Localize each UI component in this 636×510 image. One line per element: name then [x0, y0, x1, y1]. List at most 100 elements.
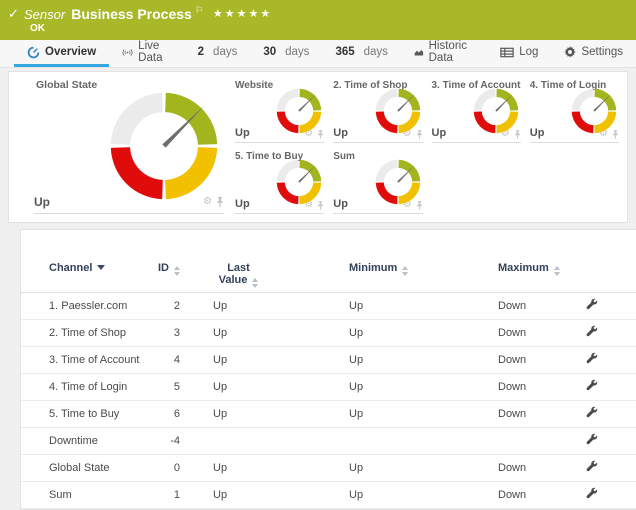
- pin-icon[interactable]: [612, 129, 619, 139]
- gear-icon[interactable]: ⚙: [500, 128, 510, 139]
- gauge-panel-sum: Sum Up ⚙: [333, 147, 423, 214]
- channel-id: -4: [151, 427, 186, 455]
- tab-bar: Overview Live Data 2 days 30 days 365 days …: [0, 40, 636, 68]
- tab-365-days-number: 365: [335, 46, 355, 58]
- table-row: Downtime -4: [21, 427, 636, 455]
- tab-2-days-unit: days: [213, 46, 238, 58]
- maximum-value: Down: [431, 454, 566, 482]
- minimum-value: Up: [291, 481, 431, 509]
- pin-icon[interactable]: [216, 197, 224, 207]
- pin-icon[interactable]: [416, 129, 423, 139]
- column-header-maximum[interactable]: Maximum: [431, 242, 566, 293]
- tab-log[interactable]: Log: [487, 40, 551, 67]
- pin-icon[interactable]: [317, 129, 324, 139]
- edit-channel-wrench-icon[interactable]: [586, 487, 598, 499]
- channel-name: 1. Paessler.com: [21, 292, 151, 320]
- edit-channel-wrench-icon[interactable]: [586, 298, 598, 310]
- channel-name: Sum: [21, 481, 151, 509]
- column-header-last-value[interactable]: Last Value: [186, 242, 291, 293]
- last-value: Up: [186, 319, 291, 347]
- priority-stars[interactable]: ★★★★★: [212, 8, 273, 20]
- table-header-row: Channel ID Last Value Minimum Maximum: [21, 242, 636, 293]
- channels-table: Channel ID Last Value Minimum Maximum: [21, 242, 636, 509]
- gauge-title: Global State: [36, 79, 98, 91]
- tab-live-data-label: Live Data: [138, 40, 163, 64]
- tab-2-days-number: 2: [197, 46, 205, 58]
- gauge-status-value: Up: [333, 127, 348, 139]
- table-row: 1. Paessler.com 2 Up Up Down: [21, 292, 636, 320]
- channel-id: 0: [151, 454, 186, 482]
- channel-id: 3: [151, 319, 186, 347]
- pin-icon[interactable]: [514, 129, 521, 139]
- maximum-value: Down: [431, 373, 566, 401]
- gauge-status-value: Up: [34, 195, 50, 209]
- gauge-panel-global-state: Global State Up ⚙: [19, 76, 224, 214]
- pin-icon[interactable]: [416, 200, 423, 210]
- minimum-value: Up: [291, 454, 431, 482]
- gauge-panel-website: Website Up ⚙: [235, 76, 325, 143]
- channel-name: 3. Time of Account: [21, 346, 151, 374]
- gauge-title: 4. Time of Login: [529, 80, 607, 91]
- tab-30-days-number: 30: [263, 46, 277, 58]
- tab-overview[interactable]: Overview: [14, 40, 110, 67]
- gauge-panel-time-of-account: 3. Time of Account Up ⚙: [431, 76, 521, 143]
- gauge-title: 5. Time to Buy: [235, 151, 304, 162]
- last-value: Up: [186, 373, 291, 401]
- sort-icon: [252, 278, 259, 288]
- column-header-minimum[interactable]: Minimum: [291, 242, 431, 293]
- status-check-icon: ✓: [8, 6, 19, 21]
- edit-channel-wrench-icon[interactable]: [586, 460, 598, 472]
- gauge-status-value: Up: [333, 198, 348, 210]
- edit-channel-wrench-icon[interactable]: [586, 433, 598, 445]
- column-header-id[interactable]: ID: [151, 242, 186, 293]
- gear-icon[interactable]: ⚙: [304, 199, 314, 210]
- log-table-icon: [500, 47, 514, 57]
- tab-historic-data[interactable]: Historic Data: [401, 40, 487, 67]
- channel-gauge-grid: Website Up ⚙ 2. Time of Shop Up ⚙ 3. Tim…: [235, 76, 619, 214]
- channel-gauge: [375, 159, 420, 205]
- gear-icon[interactable]: ⚙: [203, 196, 212, 207]
- sensor-kind-label: Sensor: [24, 7, 66, 22]
- edit-channel-wrench-icon[interactable]: [586, 325, 598, 337]
- tab-2-days[interactable]: 2 days: [185, 40, 251, 67]
- gear-icon[interactable]: ⚙: [304, 128, 314, 139]
- gauge-status-value: Up: [235, 198, 250, 210]
- gauge-status-value: Up: [235, 127, 250, 139]
- gear-icon[interactable]: ⚙: [402, 128, 412, 139]
- tab-live-data[interactable]: Live Data: [109, 40, 184, 67]
- channel-name: Global State: [21, 454, 151, 482]
- tab-historic-data-label: Historic Data: [428, 40, 467, 64]
- channel-id: 6: [151, 400, 186, 428]
- channel-name: 4. Time of Login: [21, 373, 151, 401]
- gear-icon: [564, 46, 577, 58]
- last-value: Up: [186, 400, 291, 428]
- gear-icon[interactable]: ⚙: [599, 128, 608, 139]
- edit-channel-wrench-icon[interactable]: [586, 352, 598, 364]
- gauge-panel-time-to-buy: 5. Time to Buy Up ⚙: [235, 147, 325, 214]
- table-row: 5. Time to Buy 6 Up Up Down: [21, 400, 636, 428]
- sort-icon: [402, 266, 409, 276]
- sensor-header: ✓ Sensor Business Process ⚐ ★★★★★ OK: [0, 0, 636, 40]
- edit-channel-wrench-icon[interactable]: [586, 379, 598, 391]
- minimum-value: [291, 427, 431, 455]
- priority-flag-icon[interactable]: ⚐: [194, 5, 203, 15]
- tab-365-days[interactable]: 365 days: [322, 40, 400, 67]
- channel-id: 5: [151, 373, 186, 401]
- table-row: Global State 0 Up Up Down: [21, 454, 636, 482]
- channel-id: 2: [151, 292, 186, 320]
- pin-icon[interactable]: [317, 200, 324, 210]
- last-value: Up: [186, 454, 291, 482]
- edit-channel-wrench-icon[interactable]: [586, 406, 598, 418]
- gauge-title: Website: [235, 80, 274, 91]
- tab-settings[interactable]: Settings: [551, 40, 636, 67]
- tab-overview-label: Overview: [45, 46, 97, 58]
- last-value: Up: [186, 481, 291, 509]
- tab-30-days[interactable]: 30 days: [250, 40, 322, 67]
- sort-icon: [553, 266, 560, 276]
- minimum-value: Up: [291, 373, 431, 401]
- gear-icon[interactable]: ⚙: [402, 199, 412, 210]
- column-header-channel[interactable]: Channel: [21, 242, 151, 293]
- channel-gauge: [277, 88, 322, 134]
- minimum-value: Up: [291, 319, 431, 347]
- table-row: 2. Time of Shop 3 Up Up Down: [21, 319, 636, 347]
